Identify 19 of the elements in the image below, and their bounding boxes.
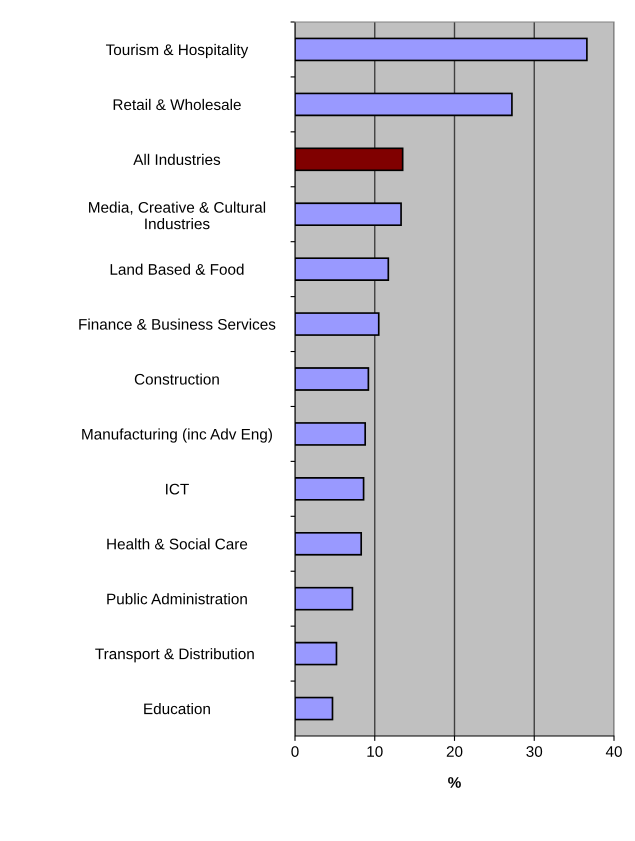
x-tick-label: 20 bbox=[446, 746, 462, 757]
x-tick-label: 30 bbox=[526, 746, 542, 757]
y-tick-label: Media, Creative & Cultural Industries bbox=[89, 202, 266, 230]
y-tick-label: Public Administration bbox=[107, 593, 247, 604]
y-tick-label: Finance & Business Services bbox=[79, 318, 276, 330]
y-tick-label: Retail & Wholesale bbox=[114, 98, 241, 110]
y-tick-label: ICT bbox=[166, 484, 189, 495]
y-tick-label: Education bbox=[144, 703, 210, 714]
y-tick-label: Land Based & Food bbox=[110, 264, 244, 275]
y-tick-label: Construction bbox=[134, 373, 219, 385]
x-tick-label: 0 bbox=[291, 746, 299, 757]
y-tick-label: Manufacturing (inc Adv Eng) bbox=[82, 428, 272, 443]
x-tick-label: 10 bbox=[367, 746, 383, 757]
x-tick-label: 40 bbox=[606, 746, 622, 757]
y-tick-label: Transport & Distribution bbox=[95, 648, 254, 662]
y-tick-label: Health & Social Care bbox=[107, 538, 248, 550]
y-tick-label: All Industries bbox=[133, 154, 220, 165]
y-tick-label: Tourism & Hospitality bbox=[106, 44, 248, 58]
x-axis-title: % bbox=[448, 777, 461, 788]
